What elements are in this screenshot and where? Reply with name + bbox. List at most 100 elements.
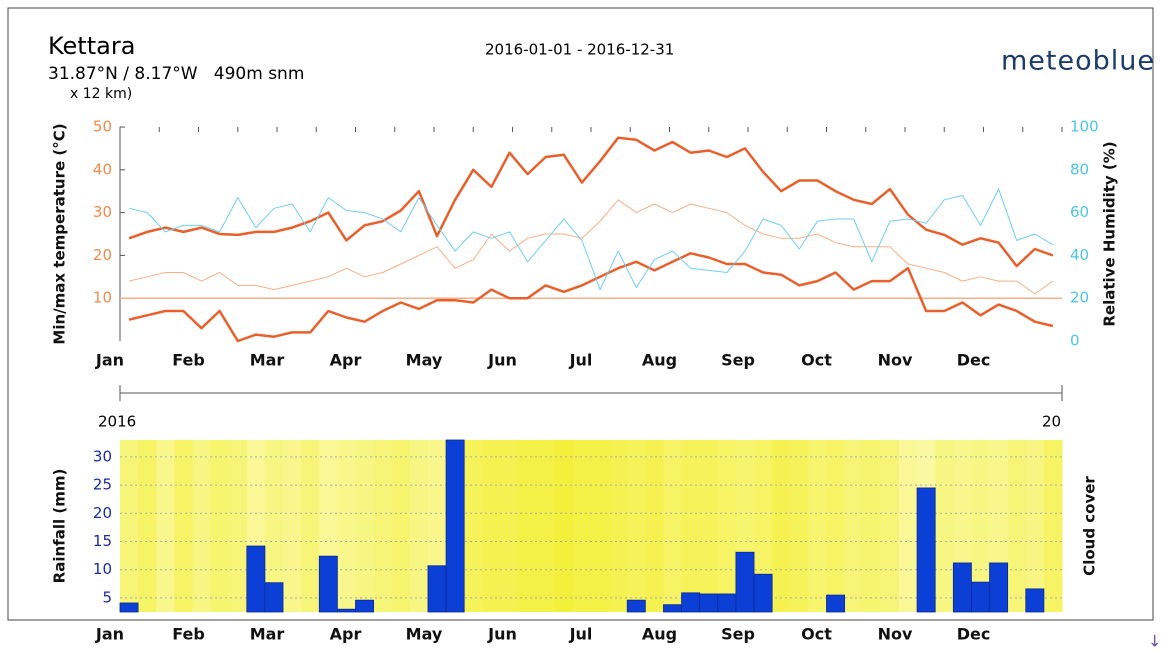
bar [119,602,139,613]
x-tick-label: Jan [95,351,124,370]
y-tick-label: 20 [93,504,112,522]
x-tick-label: Mar [250,625,285,644]
bar [681,592,701,613]
cloud-cover [898,440,918,612]
bar [699,593,719,613]
scroll-arrow: ↓ [1148,632,1161,651]
x-tick-label: Apr [330,625,362,644]
cloud-cover [301,440,320,612]
cloud-cover [518,440,538,612]
x-tick-label: Jan [95,625,124,644]
x-tick-label: Feb [172,625,205,644]
cloud-cover [1007,440,1027,612]
x-tick-label: Sep [721,351,755,370]
cloud-cover [844,440,864,612]
x-tick-label: Nov [878,351,913,370]
x-tick-label: Nov [878,625,913,644]
bar [826,594,846,613]
y-tick-label: 30 [93,203,112,221]
cloud-cover [482,440,501,612]
cloud-cover [772,440,791,612]
x-tick-label: Jun [487,625,517,644]
series-line [128,199,1054,295]
cloud-cover [1043,440,1063,612]
bar [355,599,375,613]
bar [916,487,936,613]
cloud-cover [935,440,954,612]
x-tick-label: Mar [250,351,285,370]
cloud-cover [156,440,175,612]
y-axis-label: Min/max temperature (°C) [51,123,69,344]
bar [989,562,1009,613]
y2-tick-label: 60 [1070,203,1089,221]
y-tick-label: 15 [93,532,112,550]
cloud-cover [120,440,139,612]
x-tick-label: Feb [172,351,205,370]
cloud-cover [609,440,628,612]
cloud-cover [627,440,646,612]
cloud-cover [409,440,429,612]
x-tick-label: Dec [957,351,991,370]
cloud-cover [808,440,827,612]
cloud-cover [754,440,773,612]
x-tick-label: Dec [957,625,991,644]
y-tick-label: 20 [93,246,112,264]
bar [427,565,447,613]
cloud-cover [373,440,393,612]
y-tick-label: 5 [102,588,112,606]
cloud-cover [500,440,520,612]
resolution: x 12 km) [70,86,132,102]
bar [717,593,737,613]
cloud-cover [717,440,737,612]
y-tick-label: 50 [93,118,112,136]
cloud-cover [464,440,483,612]
cloud-cover [391,440,411,612]
y2-tick-label: 40 [1070,246,1089,264]
cloud-cover [264,440,284,612]
cloud-cover [283,440,302,612]
y2-tick-label: 20 [1070,289,1089,307]
y2-tick-label: 80 [1070,160,1089,178]
bar [626,599,646,613]
x-tick-label: May [406,625,443,644]
cloud-cover [826,440,846,612]
bar [336,608,356,613]
y2-axis-label: Relative Humidity (%) [1101,141,1119,326]
cloud-cover [228,440,248,612]
cloud-cover [1025,440,1045,612]
cloud-cover [572,440,592,612]
x-tick-label: Jul [569,625,593,644]
period: 2016-01-01 - 2016-12-31 [485,41,674,59]
bar [971,581,990,613]
coords: 31.87°N / 8.17°W 490m snm [48,64,304,84]
bar [663,604,682,613]
frame [7,7,1154,621]
cloud-axis-label: Cloud cover [1081,476,1099,576]
bar [753,573,773,613]
bar [952,562,972,613]
series-line [128,188,1054,291]
x-tick-label: Sep [721,625,755,644]
x-tick-label: Aug [642,625,677,644]
bar [735,551,755,613]
bar [264,582,284,613]
cloud-cover [337,440,356,612]
y2-tick-label: 0 [1070,332,1080,350]
cloud-cover [790,440,809,612]
cloud-cover [210,440,230,612]
x-tick-label: Apr [330,351,362,370]
end-label: 20 [1042,413,1061,431]
cloud-cover [536,440,556,612]
bar [1025,588,1045,613]
x-tick-label: Oct [801,625,832,644]
cloud-cover [174,440,193,612]
x-tick-label: Oct [801,351,832,370]
rain-axis-label: Rainfall (mm) [51,469,69,584]
cloud-cover [971,440,991,612]
cloud-cover [355,440,375,612]
x-tick-label: Aug [642,351,677,370]
cloud-cover [554,440,574,612]
x-tick-label: May [406,351,443,370]
start-label: 2016 [98,413,136,431]
